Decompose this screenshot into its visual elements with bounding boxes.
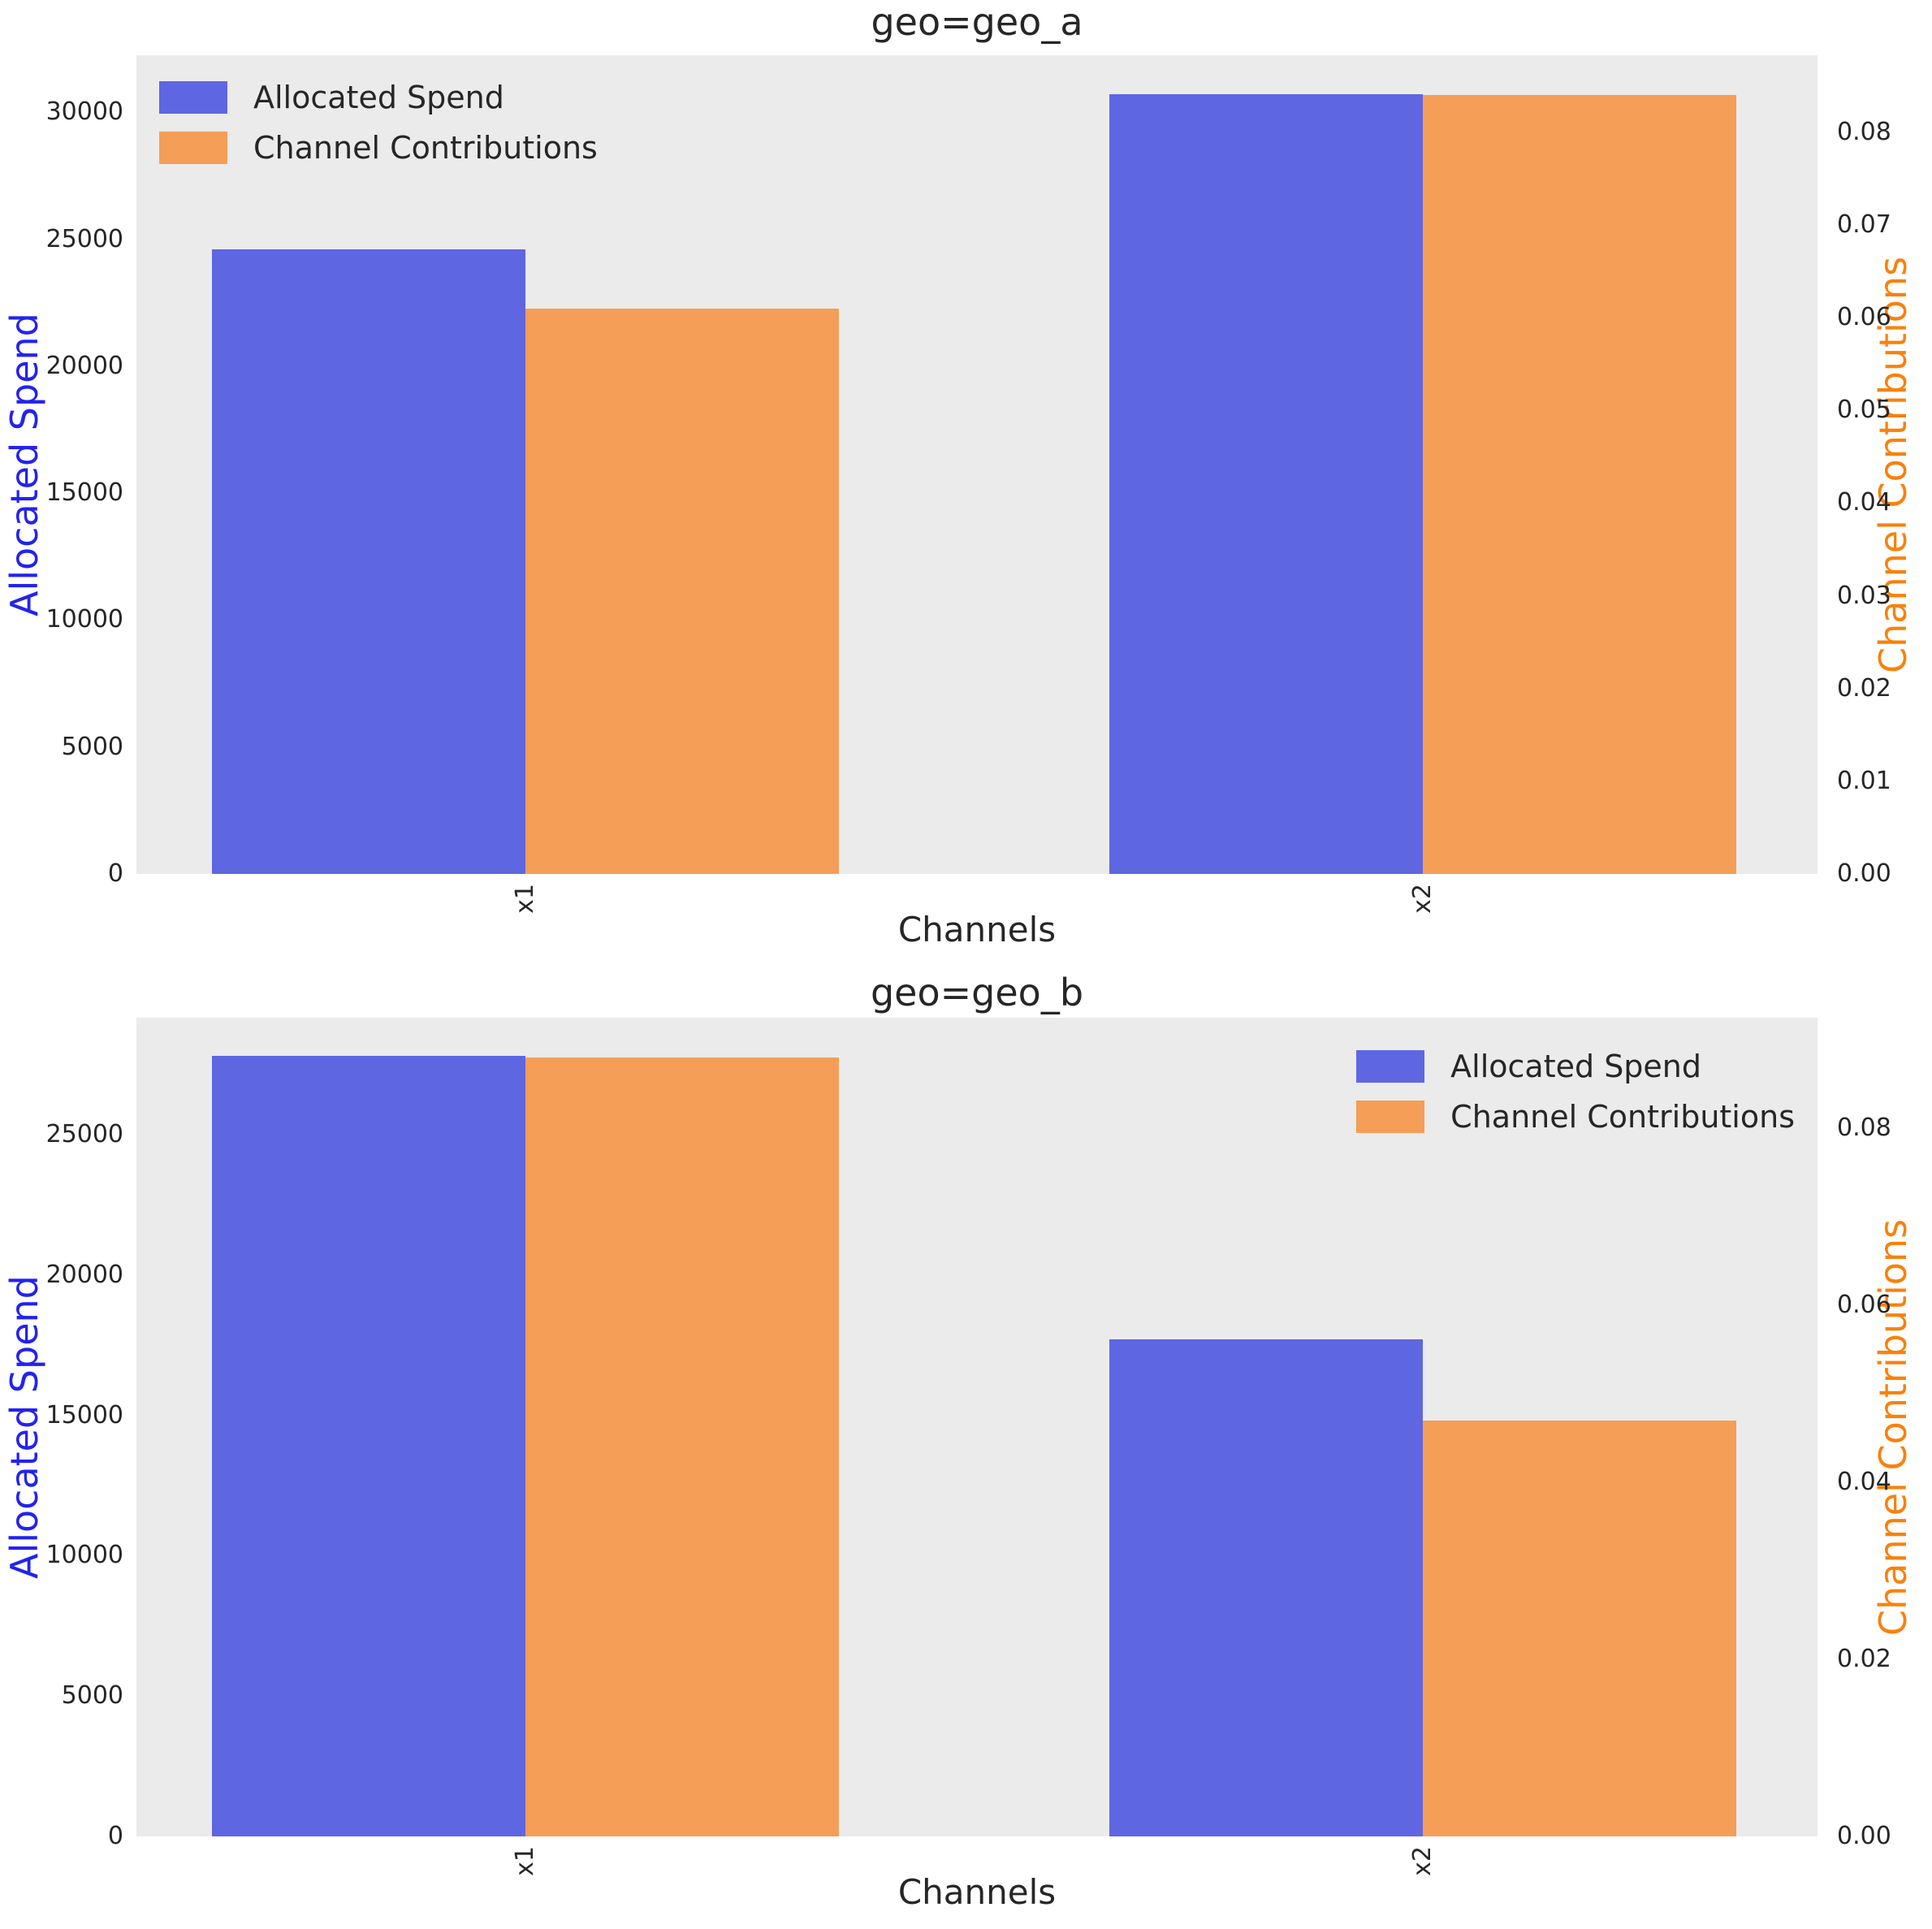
subplot-geo-a: geo=geo_a Allocated Spend Channel Contri… [0, 0, 1932, 964]
legend-swatch-allocated-spend [159, 81, 227, 114]
bar-x1-allocated-spend [211, 249, 525, 874]
left-axis-label: Allocated Spend [2, 313, 46, 616]
left-axis-tick-label: 5000 [61, 732, 123, 761]
left-axis-tick-label: 30000 [45, 97, 123, 127]
x-tick-label-x2: x2 [1407, 1846, 1437, 1876]
bar-x1-channel-contributions [525, 308, 840, 874]
right-axis-tick-label: 0.00 [1837, 1822, 1891, 1850]
bar-x2-allocated-spend [1109, 1339, 1423, 1836]
right-axis-tick-label: 0.03 [1837, 581, 1891, 610]
right-axis-tick-label: 0.04 [1837, 488, 1891, 517]
legend-label: Allocated Spend [253, 80, 504, 115]
plot-area: Channels 0 5000 10000 15000 20000 25000 30000 0… [46, 55, 1891, 949]
right-axis-tick-label: 0.06 [1837, 303, 1891, 332]
x-tick-label-x1: x1 [510, 884, 539, 914]
right-axis-tick-label: 0.02 [1837, 1645, 1891, 1674]
right-axis-tick-label: 0.06 [1837, 1291, 1891, 1320]
left-axis-tick-label: 15000 [45, 1400, 123, 1429]
left-axis-tick-label: 25000 [45, 224, 123, 253]
legend: Allocated Spend Channel Contributions [159, 80, 598, 166]
legend-label: Channel Contributions [1450, 1099, 1795, 1135]
chart-title-geo-a: geo=geo_a [871, 0, 1083, 44]
legend-entry-channel-contributions: Channel Contributions [1356, 1099, 1795, 1135]
left-axis-tick-label: 20000 [45, 1260, 123, 1289]
bar-x2-channel-contributions [1422, 1420, 1737, 1836]
left-axis-tick-label: 25000 [45, 1120, 123, 1149]
left-axis-label: Allocated Spend [2, 1275, 46, 1579]
left-axis-tick-label: 20000 [45, 351, 123, 380]
legend-entry-channel-contributions: Channel Contributions [159, 130, 598, 166]
left-axis-tick-label: 5000 [61, 1681, 123, 1711]
bar-x1-channel-contributions [525, 1057, 840, 1836]
left-axis-tick-label: 10000 [45, 605, 123, 634]
chart-title-geo-b: geo=geo_b [870, 971, 1084, 1014]
right-axis-tick-label: 0.04 [1837, 1468, 1891, 1497]
x-axis-label: Channels [897, 910, 1057, 949]
legend-entry-allocated-spend: Allocated Spend [159, 80, 598, 115]
left-axis-tick-label: 0 [107, 859, 123, 888]
legend-label: Channel Contributions [253, 130, 598, 166]
subplot-geo-b: geo=geo_b Allocated Spend Channel Contri… [0, 964, 1932, 1929]
right-axis-tick-label: 0.08 [1837, 1114, 1891, 1143]
legend-swatch-channel-contributions [159, 132, 227, 164]
x-tick-label-x1: x1 [510, 1846, 539, 1876]
right-axis-tick-label: 0.07 [1837, 210, 1891, 239]
bar-x2-channel-contributions [1422, 95, 1737, 874]
legend-entry-allocated-spend: Allocated Spend [1356, 1049, 1795, 1084]
bar-x1-allocated-spend [211, 1056, 525, 1836]
legend-label: Allocated Spend [1450, 1049, 1702, 1084]
left-axis-tick-label: 0 [107, 1822, 123, 1850]
right-axis-tick-label: 0.08 [1837, 117, 1891, 146]
right-axis-tick-label: 0.00 [1837, 859, 1891, 888]
right-axis-label: Channel Contributions [1871, 256, 1915, 673]
right-axis-tick-label: 0.05 [1837, 396, 1891, 425]
x-axis-label: Channels [897, 1872, 1057, 1912]
legend: Allocated Spend Channel Contributions [1356, 1049, 1795, 1135]
left-axis-tick-label: 10000 [45, 1541, 123, 1570]
legend-swatch-channel-contributions [1356, 1101, 1425, 1133]
right-axis-tick-label: 0.01 [1837, 766, 1891, 795]
plot-area: Channels 0 5000 10000 15000 20000 25000 0.00 0.… [46, 1018, 1891, 1912]
left-axis-tick-label: 15000 [45, 478, 123, 508]
legend-swatch-allocated-spend [1356, 1050, 1425, 1083]
bar-x2-allocated-spend [1109, 94, 1423, 874]
right-axis-tick-label: 0.02 [1837, 673, 1891, 703]
x-tick-label-x2: x2 [1407, 884, 1437, 914]
